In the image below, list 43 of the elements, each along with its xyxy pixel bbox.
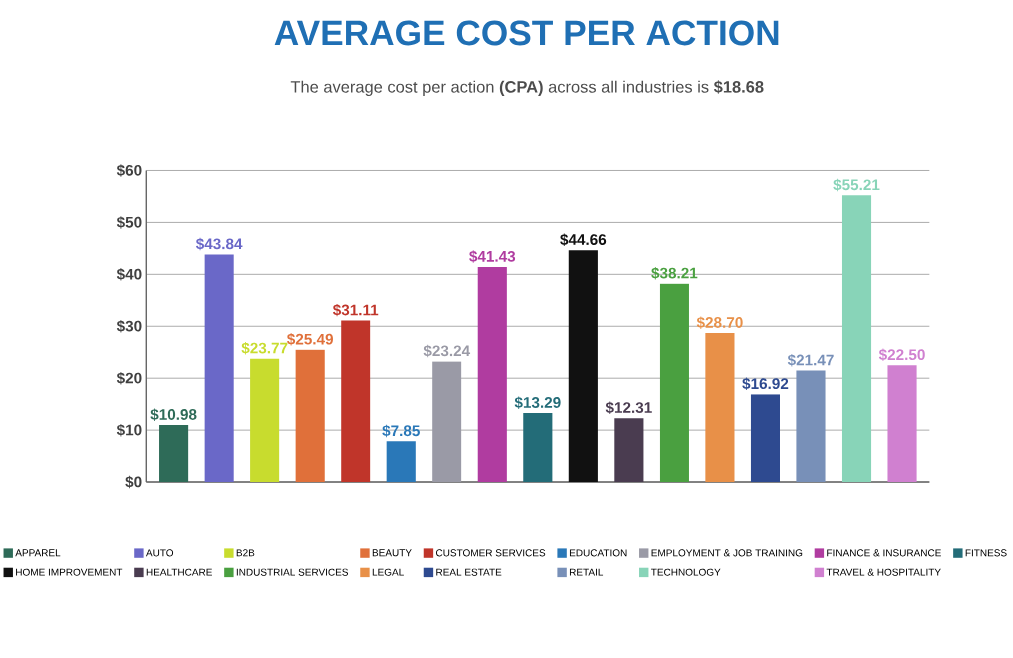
legend-label: BEAUTY <box>372 549 412 557</box>
legend-label: TECHNOLOGY <box>651 568 721 576</box>
data-label: $16.92 <box>742 377 789 390</box>
legend-label: B2B <box>236 549 255 557</box>
y-tick-label: $10 <box>116 423 142 437</box>
legend-label: TRAVEL & HOSPITALITY <box>826 568 941 576</box>
legend-label: REAL ESTATE <box>436 568 502 576</box>
data-label: $41.43 <box>469 250 516 263</box>
y-tick-label: $50 <box>116 215 142 229</box>
data-label: $28.70 <box>696 316 743 329</box>
legend-label: EMPLOYMENT & JOB TRAINING <box>651 549 803 557</box>
data-label: $43.84 <box>195 237 243 251</box>
data-label: $21.47 <box>787 353 834 367</box>
legend-label: RETAIL <box>569 568 604 576</box>
legend-label: AUTO <box>145 549 174 557</box>
chart-title: AVERAGE COST PER ACTION <box>274 20 779 46</box>
y-tick-label: $0 <box>125 475 142 489</box>
data-label: $12.31 <box>605 401 652 414</box>
legend-label: APPAREL <box>15 549 61 557</box>
data-label: $38.21 <box>651 266 698 280</box>
data-label: $10.98 <box>150 408 197 421</box>
data-label: $23.24 <box>423 344 471 358</box>
y-tick-label: $40 <box>116 267 142 281</box>
data-label: $44.66 <box>560 233 607 246</box>
data-label: $31.11 <box>332 303 379 317</box>
legend-label: LEGAL <box>372 568 404 576</box>
y-tick-label: $60 <box>116 164 142 177</box>
legend-label: FINANCE & INSURANCE <box>827 549 941 557</box>
legend-label: FITNESS <box>965 549 1007 557</box>
data-label: $55.21 <box>833 178 880 192</box>
data-label: $22.50 <box>878 348 925 361</box>
legend-label: EDUCATION <box>569 549 627 557</box>
data-label: $7.85 <box>382 424 420 437</box>
data-label: $23.77 <box>241 341 288 355</box>
legend-label: HEALTHCARE <box>146 568 212 576</box>
data-label: $13.29 <box>514 396 561 409</box>
legend-label: CUSTOMER SERVICES <box>436 549 546 557</box>
data-label: $25.49 <box>287 332 333 346</box>
chart-subtitle: The average cost per action (CPA) across all industries is $18.68 <box>290 80 764 96</box>
legend-label: INDUSTRIAL SERVICES <box>236 568 349 576</box>
y-tick-label: $30 <box>116 319 142 333</box>
legend-label: HOME IMPROVEMENT <box>16 568 123 576</box>
y-tick-label: $20 <box>116 371 142 385</box>
